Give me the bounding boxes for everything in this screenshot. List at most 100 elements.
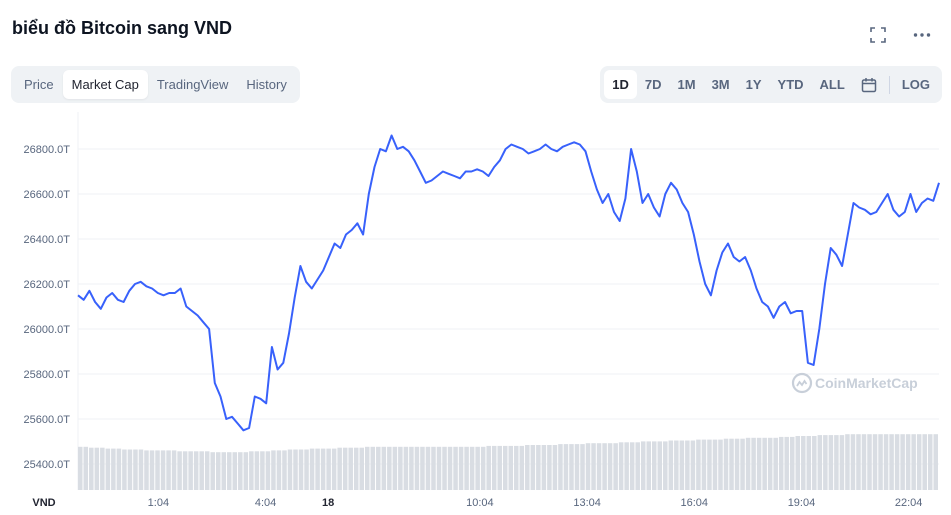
series-group [77, 134, 940, 432]
volume-bar [210, 452, 215, 490]
range-7d[interactable]: 7D [644, 77, 662, 92]
volume-bar [778, 436, 784, 490]
volume-bar [447, 446, 453, 490]
volume-bar [894, 434, 900, 490]
volume-bar [784, 436, 789, 490]
volume-bar [933, 434, 938, 490]
volume-bar [276, 450, 282, 490]
volume-bar [729, 438, 734, 490]
volume-bar [618, 442, 624, 490]
volume-bar [508, 445, 514, 490]
volume-bar [497, 445, 502, 490]
chart-type-tabs: Price Market Cap TradingView History [11, 66, 300, 103]
volume-bar [607, 443, 613, 490]
y-tick-label: 26200.0T [24, 279, 71, 291]
volume-bar [657, 441, 663, 490]
calendar-icon[interactable] [853, 70, 885, 99]
volume-bar [602, 443, 607, 490]
volume-bar [789, 436, 795, 490]
x-tick-label: 19:04 [788, 497, 816, 509]
tab-price[interactable]: Price [24, 77, 54, 92]
volume-bar [177, 451, 182, 490]
volume-bar [425, 446, 431, 490]
volume-bar [166, 450, 171, 490]
volume-bar [215, 452, 221, 490]
volume-bar [436, 446, 442, 490]
volume-bar [734, 438, 740, 490]
volume-bar [138, 449, 144, 490]
more-horizontal-icon[interactable] [911, 24, 933, 46]
volume-bar [149, 450, 155, 490]
volume-bar [304, 449, 309, 490]
volume-bar [674, 440, 679, 490]
volume-bar [320, 448, 326, 490]
volume-bar [861, 434, 867, 490]
volume-bar [668, 440, 674, 490]
volume-bar [122, 449, 127, 490]
tab-history[interactable]: History [246, 77, 287, 92]
fullscreen-icon[interactable] [867, 24, 889, 46]
volume-bar [530, 445, 536, 490]
volume-bar [232, 452, 238, 490]
y-tick-label: 25400.0T [24, 459, 71, 471]
volume-bar [795, 436, 801, 490]
x-tick-label: 4:04 [255, 497, 276, 509]
tab-tradingview[interactable]: TradingView [156, 77, 229, 92]
volume-bar [326, 448, 331, 490]
volume-bar [144, 450, 149, 490]
tab-market-cap[interactable]: Market Cap [62, 70, 148, 99]
top-actions [867, 24, 933, 46]
coinmarketcap-watermark: CoinMarketCap [791, 372, 918, 394]
volume-bar [171, 450, 177, 490]
volume-bar [398, 446, 403, 490]
volume-bar [701, 439, 707, 490]
volume-bar [574, 444, 580, 490]
volume-bar [762, 437, 767, 490]
volume-bar [403, 446, 409, 490]
volume-bar [227, 452, 232, 490]
volume-bar [889, 434, 894, 490]
volume-bar [116, 448, 122, 490]
volume-bar [111, 448, 116, 490]
coinmarketcap-logo-mark [796, 379, 808, 387]
volume-bar [414, 446, 420, 490]
volume-bar [409, 446, 414, 490]
range-1d[interactable]: 1D [604, 70, 637, 99]
volume-bar [486, 445, 491, 490]
volume-bar [78, 446, 83, 490]
volume-bar [596, 443, 602, 490]
range-ytd[interactable]: YTD [777, 77, 804, 92]
volume-bar [287, 449, 293, 490]
volume-bar [199, 451, 204, 490]
volume-bar [751, 437, 756, 490]
volume-bar [271, 450, 276, 490]
volume-bar [640, 441, 646, 490]
volume-bar [773, 437, 778, 490]
volume-bar [812, 436, 817, 490]
volume-bar [911, 434, 916, 490]
volume-bar [652, 441, 657, 490]
volume-bar [635, 442, 640, 490]
volume-bar [541, 445, 547, 490]
volume-bar [514, 445, 519, 490]
volume-bar [342, 447, 348, 490]
x-axis: VND 1:04 4:04 18 10:04 13:04 16:04 19:04 22:04 [32, 497, 922, 509]
log-scale-toggle[interactable]: LOG [901, 77, 930, 92]
volume-bar [828, 435, 834, 490]
range-all[interactable]: ALL [819, 77, 845, 92]
range-1m[interactable]: 1M [677, 77, 696, 92]
volume-bar [756, 437, 762, 490]
range-3m[interactable]: 3M [711, 77, 730, 92]
volume-bar [663, 441, 668, 490]
range-1y[interactable]: 1Y [745, 77, 762, 92]
volume-bar [298, 449, 304, 490]
volume-bar [552, 445, 558, 490]
volume-bar [260, 451, 265, 490]
volume-bar [392, 446, 398, 490]
series-line [77, 134, 940, 432]
volume-bar [480, 446, 486, 490]
volume-bar [475, 446, 480, 490]
y-unit-label: VND [32, 497, 55, 509]
volume-bar [376, 446, 381, 490]
